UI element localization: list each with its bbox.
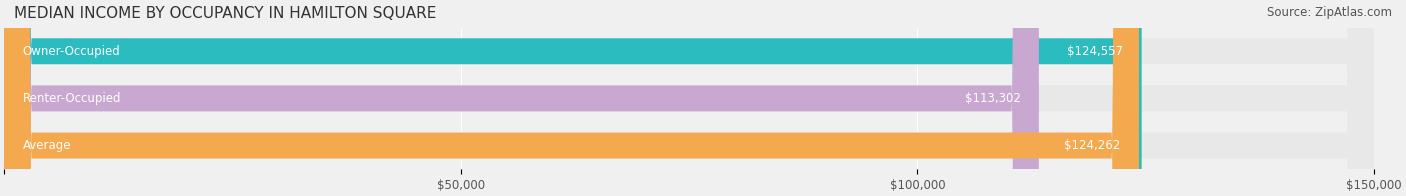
FancyBboxPatch shape: [4, 0, 1139, 196]
Text: Source: ZipAtlas.com: Source: ZipAtlas.com: [1267, 6, 1392, 19]
Text: $113,302: $113,302: [965, 92, 1021, 105]
FancyBboxPatch shape: [4, 0, 1374, 196]
Text: Owner-Occupied: Owner-Occupied: [22, 45, 120, 58]
FancyBboxPatch shape: [4, 0, 1142, 196]
Text: $124,262: $124,262: [1064, 139, 1121, 152]
FancyBboxPatch shape: [4, 0, 1039, 196]
FancyBboxPatch shape: [4, 0, 1374, 196]
Text: Renter-Occupied: Renter-Occupied: [22, 92, 121, 105]
FancyBboxPatch shape: [4, 0, 1374, 196]
Text: $124,557: $124,557: [1067, 45, 1123, 58]
Text: Average: Average: [22, 139, 70, 152]
Text: MEDIAN INCOME BY OCCUPANCY IN HAMILTON SQUARE: MEDIAN INCOME BY OCCUPANCY IN HAMILTON S…: [14, 6, 436, 21]
